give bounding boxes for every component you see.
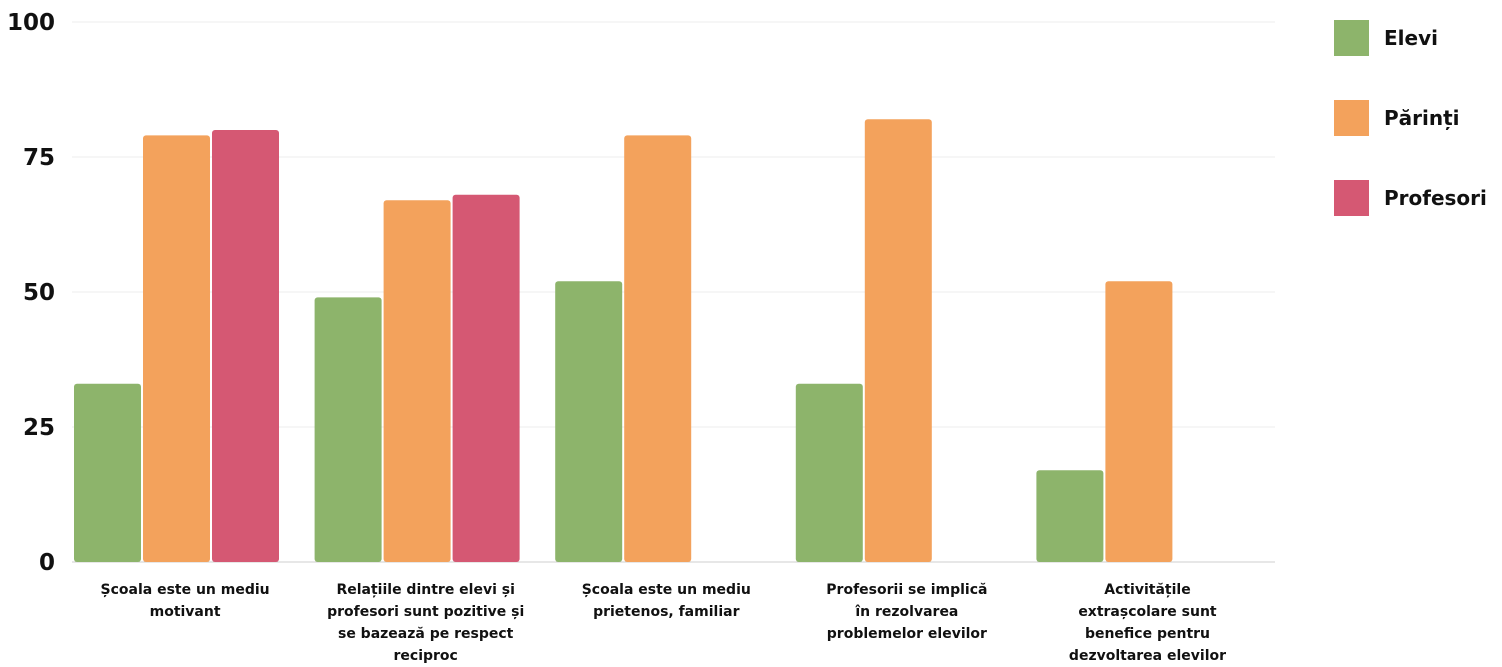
x-category-label-4: Activitățile extrașcolare sunt benefice pe… <box>1069 582 1226 664</box>
bar-elevi-4 <box>1036 470 1104 562</box>
x-category-line: motivant <box>150 604 221 620</box>
bars <box>74 119 1173 563</box>
legend-swatch-profesori <box>1334 180 1369 216</box>
x-category-line: Relațiile dintre elevi și <box>336 582 514 598</box>
bar-parinti-1 <box>383 200 451 562</box>
x-category-line: se bazează pe respect <box>338 626 514 642</box>
bar-parinti-3 <box>864 119 932 562</box>
legend-swatch-elevi <box>1334 20 1369 56</box>
legend-swatch-parinti <box>1334 100 1369 136</box>
x-category-label-0: Școala este un mediu motivant <box>101 582 270 620</box>
x-category-line: Activitățile <box>1104 582 1190 598</box>
x-axis-categories: Școala este un mediu motivant Relațiile di… <box>101 582 1227 664</box>
x-category-line: Profesorii se implică <box>826 582 987 598</box>
legend-label-profesori: Profesori <box>1384 186 1487 210</box>
bar-parinti-0 <box>143 135 210 562</box>
bar-parinti-2 <box>624 135 692 562</box>
y-tick-label-50: 50 <box>23 280 55 306</box>
x-category-line: benefice pentru <box>1085 626 1210 642</box>
y-tick-label-100: 100 <box>7 10 55 36</box>
bar-profesori-0 <box>212 130 279 562</box>
x-category-line: dezvoltarea elevilor <box>1069 648 1226 664</box>
legend-label-parinti: Părinți <box>1384 106 1460 130</box>
x-category-line: prietenos, familiar <box>593 604 739 620</box>
x-category-label-1: Relațiile dintre elevi și profesori sunt … <box>327 582 524 664</box>
x-category-line: extrașcolare sunt <box>1078 604 1217 620</box>
y-axis-ticks: 0 25 50 75 100 <box>7 10 55 576</box>
bar-elevi-1 <box>314 297 382 562</box>
x-category-line: reciproc <box>394 648 458 664</box>
y-tick-label-75: 75 <box>23 145 55 171</box>
bar-profesori-1 <box>452 194 520 563</box>
x-category-label-3: Profesorii se implică în rezolvarea proble… <box>826 582 987 642</box>
bar-parinti-4 <box>1105 281 1173 562</box>
legend-label-elevi: Elevi <box>1384 26 1438 50</box>
x-category-line: în rezolvarea <box>854 604 958 620</box>
bar-elevi-0 <box>74 383 141 562</box>
x-category-line: problemelor elevilor <box>827 626 987 642</box>
x-category-label-2: Școala este un mediu prietenos, familiar <box>582 582 751 620</box>
x-category-line: Școala este un mediu <box>101 582 270 598</box>
x-category-line: Școala este un mediu <box>582 582 751 598</box>
x-category-line: profesori sunt pozitive și <box>327 604 524 620</box>
y-tick-label-25: 25 <box>23 415 55 441</box>
y-tick-label-0: 0 <box>39 550 55 576</box>
bar-elevi-3 <box>795 383 863 562</box>
bar-elevi-2 <box>555 281 623 562</box>
bar-chart: 0 25 50 75 100 Școala este un mediu motivant R… <box>7 10 1275 664</box>
